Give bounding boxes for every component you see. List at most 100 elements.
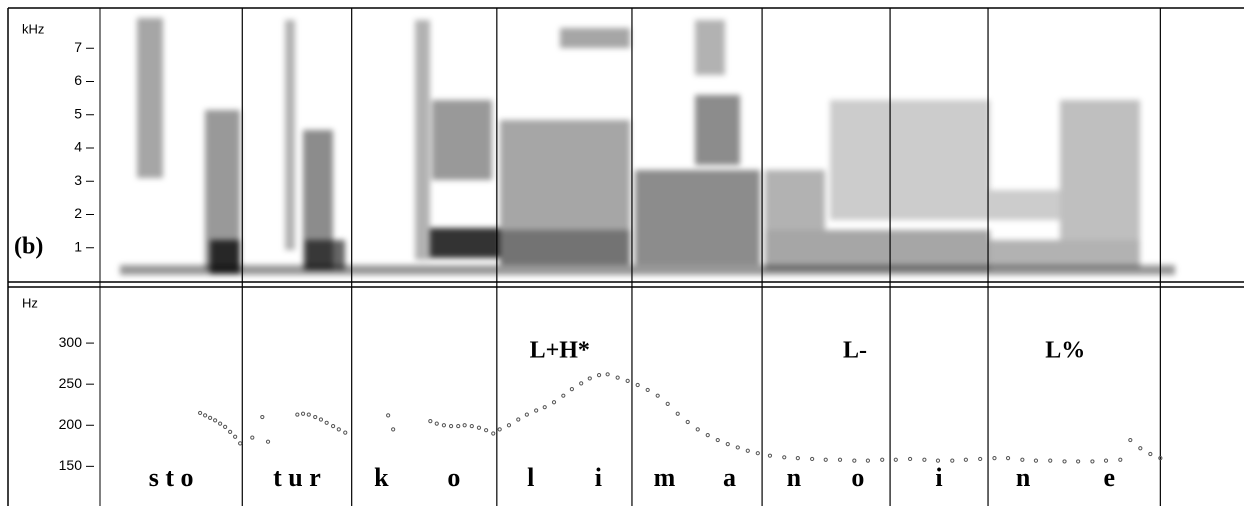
pitch-point bbox=[615, 375, 620, 380]
pitch-point bbox=[935, 458, 941, 463]
pitch-point bbox=[434, 421, 439, 426]
pitch-point bbox=[1090, 459, 1095, 464]
pitch-point bbox=[992, 456, 997, 461]
pitch-point bbox=[685, 419, 690, 425]
pitch-point bbox=[1138, 446, 1143, 451]
pitch-point bbox=[223, 424, 228, 430]
pitch-point bbox=[491, 431, 496, 436]
pitch-point bbox=[534, 408, 539, 413]
pitch-point bbox=[497, 427, 502, 432]
pitch-point bbox=[295, 412, 300, 417]
pitch-point bbox=[880, 457, 885, 462]
segment-label: k bbox=[374, 463, 389, 492]
pitch-point bbox=[715, 437, 720, 443]
pitch-point bbox=[343, 430, 348, 435]
pitch-point bbox=[1033, 458, 1039, 463]
pitch-point bbox=[705, 433, 710, 438]
pitch-point bbox=[218, 421, 223, 426]
pitch-point bbox=[551, 400, 557, 405]
pitch-point bbox=[1158, 456, 1163, 461]
pitch-point bbox=[950, 458, 955, 463]
pitch-point bbox=[1103, 458, 1109, 463]
segment-label: o bbox=[447, 463, 460, 492]
pitch-point bbox=[1118, 457, 1123, 462]
pitch-point bbox=[605, 372, 610, 377]
segment-label: l bbox=[527, 463, 534, 492]
pitch-point bbox=[795, 456, 800, 461]
pitch-point bbox=[725, 442, 730, 447]
pitch-point bbox=[524, 412, 529, 417]
y-tick-label: 200 bbox=[59, 416, 83, 432]
pitch-point bbox=[265, 439, 271, 444]
y-tick-label: 7 bbox=[74, 39, 82, 55]
pitch-point bbox=[462, 423, 467, 428]
pitch-point bbox=[645, 387, 650, 393]
pitch-point bbox=[300, 411, 306, 416]
tone-label: L% bbox=[1045, 338, 1085, 364]
pitch-point bbox=[782, 455, 787, 460]
pitch-point bbox=[516, 417, 521, 422]
y-tick-label: 2 bbox=[74, 205, 82, 221]
pitch-point bbox=[978, 456, 983, 462]
pitch-point bbox=[745, 448, 750, 453]
pitch-point bbox=[922, 457, 927, 462]
pitch-point bbox=[1076, 459, 1081, 464]
segment-label: i bbox=[935, 463, 942, 492]
y-tick-label: 250 bbox=[59, 375, 83, 391]
pitch-point bbox=[203, 413, 208, 418]
pitch-point bbox=[330, 423, 336, 429]
pitch-point bbox=[963, 457, 968, 462]
pitch-point bbox=[318, 417, 324, 422]
y-tick-label: 4 bbox=[74, 139, 82, 155]
pitch-point bbox=[852, 458, 857, 463]
pitch-point bbox=[313, 414, 318, 420]
segment-label: s t o bbox=[149, 463, 194, 492]
y-axis-label: kHz bbox=[22, 21, 44, 36]
pitch-point bbox=[837, 457, 843, 462]
pitch-point bbox=[561, 393, 566, 398]
segment-label: o bbox=[851, 463, 864, 492]
tone-label: L+H* bbox=[530, 338, 590, 364]
pitch-point bbox=[456, 423, 461, 429]
pitch-point bbox=[695, 427, 700, 432]
pitch-point bbox=[810, 456, 815, 462]
pitch-point bbox=[569, 387, 575, 392]
pitch-point bbox=[579, 381, 584, 386]
pitch-point bbox=[324, 420, 329, 425]
y-tick-label: 3 bbox=[74, 172, 82, 188]
pitch-point bbox=[767, 453, 773, 458]
pitch-point bbox=[665, 401, 670, 406]
pitch-point bbox=[391, 427, 396, 432]
pitch-point bbox=[213, 418, 218, 423]
y-tick-label: 1 bbox=[74, 238, 82, 254]
panel-label: (b) bbox=[14, 234, 43, 260]
pitch-point bbox=[428, 419, 433, 424]
pitch-point bbox=[306, 412, 311, 417]
pitch-point bbox=[755, 451, 760, 456]
segment-label: t u r bbox=[273, 463, 321, 492]
pitch-point bbox=[1128, 437, 1133, 443]
pitch-point bbox=[635, 382, 640, 388]
pitch-point bbox=[506, 423, 512, 428]
pitch-point bbox=[823, 457, 828, 462]
pitch-point bbox=[228, 429, 233, 434]
segment-label: a bbox=[723, 463, 736, 492]
pitch-point bbox=[233, 434, 238, 439]
y-axis-label: Hz bbox=[22, 295, 38, 310]
pitch-point bbox=[1048, 458, 1053, 463]
pitch-point bbox=[208, 415, 213, 420]
tone-label: L- bbox=[843, 338, 867, 364]
pitch-point bbox=[484, 428, 489, 433]
pitch-point bbox=[907, 456, 913, 462]
pitch-point bbox=[386, 413, 391, 418]
pitch-point bbox=[675, 411, 680, 416]
y-tick-label: 150 bbox=[59, 457, 83, 473]
spectrogram-texture bbox=[120, 18, 1175, 275]
pitch-point bbox=[893, 457, 898, 462]
pitch-point bbox=[260, 414, 265, 420]
pitch-point bbox=[596, 373, 602, 378]
pitch-point bbox=[441, 423, 447, 428]
pitch-point bbox=[1148, 451, 1153, 457]
pitch-point bbox=[542, 405, 547, 410]
